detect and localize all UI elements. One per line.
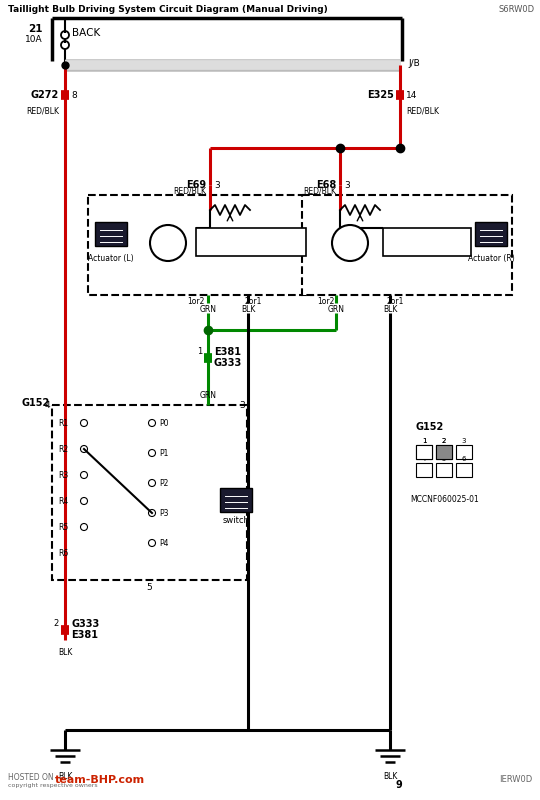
- Text: BLK: BLK: [241, 305, 255, 314]
- Text: 9: 9: [395, 780, 402, 790]
- Text: BLK: BLK: [383, 772, 397, 781]
- Text: G152: G152: [415, 422, 443, 432]
- Text: 1: 1: [422, 438, 426, 444]
- FancyBboxPatch shape: [302, 195, 512, 295]
- Text: G152: G152: [22, 398, 50, 408]
- Text: 10A: 10A: [25, 35, 43, 45]
- Text: 2: 2: [442, 438, 446, 444]
- Text: 3: 3: [462, 438, 466, 444]
- Text: E69: E69: [186, 180, 206, 190]
- Text: D: D: [232, 493, 240, 503]
- Text: 3: 3: [214, 181, 220, 190]
- Text: 1or2: 1or2: [187, 297, 205, 306]
- FancyBboxPatch shape: [475, 222, 507, 246]
- Text: GRN: GRN: [199, 305, 217, 314]
- Text: BACK: BACK: [72, 28, 100, 38]
- Text: R1: R1: [58, 418, 68, 427]
- FancyBboxPatch shape: [436, 445, 452, 459]
- Text: G333: G333: [214, 358, 242, 368]
- Text: G333: G333: [71, 619, 99, 629]
- FancyBboxPatch shape: [95, 222, 127, 246]
- Text: Control circuit: Control circuit: [397, 238, 456, 247]
- FancyBboxPatch shape: [416, 445, 432, 459]
- Text: M: M: [344, 238, 356, 250]
- Text: G272: G272: [31, 90, 59, 100]
- Text: R3: R3: [58, 470, 68, 479]
- Text: J/B: J/B: [408, 58, 420, 67]
- Text: GRN: GRN: [327, 305, 345, 314]
- Text: Actuator (L): Actuator (L): [88, 254, 134, 263]
- Text: 2or1: 2or1: [244, 297, 262, 306]
- Text: RED/BLK: RED/BLK: [303, 187, 336, 196]
- Text: Taillight Bulb Driving System Circuit Diagram (Manual Driving): Taillight Bulb Driving System Circuit Di…: [8, 5, 328, 14]
- Text: M: M: [162, 238, 174, 250]
- FancyBboxPatch shape: [88, 195, 313, 295]
- Text: 5: 5: [442, 456, 446, 462]
- Text: R5: R5: [58, 522, 68, 531]
- Text: MCCNF060025-01: MCCNF060025-01: [410, 495, 480, 504]
- Text: team-BHP.com: team-BHP.com: [55, 775, 145, 785]
- Text: S6RW0D: S6RW0D: [499, 5, 535, 14]
- Text: R4: R4: [58, 497, 68, 506]
- FancyBboxPatch shape: [456, 463, 472, 477]
- Text: 1: 1: [422, 438, 426, 444]
- Text: 4: 4: [44, 401, 50, 410]
- Text: Control circuit: Control circuit: [221, 238, 281, 247]
- Text: P0: P0: [159, 418, 168, 427]
- Text: BLK: BLK: [383, 305, 397, 314]
- Text: 1or2: 1or2: [318, 297, 335, 306]
- Text: E381: E381: [214, 347, 241, 357]
- Text: switch: switch: [222, 516, 249, 525]
- Text: E381: E381: [71, 630, 98, 640]
- Text: Actuator (R): Actuator (R): [468, 254, 515, 263]
- Text: RED/BLK: RED/BLK: [26, 106, 59, 115]
- Circle shape: [332, 225, 368, 261]
- Text: IERW0D: IERW0D: [499, 775, 532, 785]
- Text: 2or1: 2or1: [386, 297, 404, 306]
- Text: R6: R6: [58, 549, 68, 558]
- Text: BLK: BLK: [58, 772, 72, 781]
- Text: 2: 2: [54, 619, 59, 629]
- Text: P3: P3: [159, 509, 168, 518]
- Text: 4: 4: [422, 456, 426, 462]
- Text: RED/BLK: RED/BLK: [406, 106, 439, 115]
- FancyBboxPatch shape: [416, 463, 432, 477]
- Text: 3: 3: [344, 181, 350, 190]
- Text: 6: 6: [462, 456, 466, 462]
- Text: 1: 1: [197, 347, 202, 357]
- Text: 2: 2: [442, 438, 446, 444]
- FancyBboxPatch shape: [383, 228, 471, 256]
- Text: R2: R2: [58, 445, 68, 454]
- Text: copyright respective owners: copyright respective owners: [8, 783, 98, 788]
- Text: E325: E325: [367, 90, 394, 100]
- FancyBboxPatch shape: [416, 445, 432, 459]
- FancyBboxPatch shape: [52, 405, 247, 580]
- Text: E68: E68: [316, 180, 336, 190]
- Text: GRN: GRN: [199, 391, 217, 400]
- Circle shape: [150, 225, 186, 261]
- Text: P4: P4: [159, 538, 168, 547]
- FancyBboxPatch shape: [196, 228, 306, 256]
- FancyBboxPatch shape: [436, 463, 452, 477]
- Text: 14: 14: [406, 90, 417, 99]
- Text: D: D: [107, 227, 115, 237]
- FancyBboxPatch shape: [436, 445, 452, 459]
- Text: 21: 21: [29, 24, 43, 34]
- Text: BLK: BLK: [58, 648, 72, 657]
- FancyBboxPatch shape: [220, 488, 252, 512]
- Text: P2: P2: [159, 478, 168, 487]
- Text: HOSTED ON: HOSTED ON: [8, 773, 53, 782]
- Text: D: D: [487, 227, 495, 237]
- Text: RED/BLK: RED/BLK: [173, 187, 206, 196]
- FancyBboxPatch shape: [456, 445, 472, 459]
- Text: 3: 3: [239, 401, 245, 410]
- Text: 5: 5: [147, 583, 152, 592]
- Text: 8: 8: [71, 90, 77, 99]
- Text: P1: P1: [159, 449, 168, 458]
